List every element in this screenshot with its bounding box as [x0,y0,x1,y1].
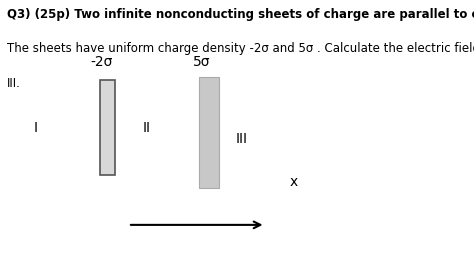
Text: The sheets have uniform charge density -2σ and 5σ . Calculate the electric field: The sheets have uniform charge density -… [7,42,474,56]
Text: 5σ: 5σ [193,56,210,69]
Text: III: III [236,132,248,146]
Text: x: x [290,176,298,189]
Text: II: II [143,122,151,135]
Text: I: I [34,122,37,135]
Text: Q3) (25p) Two infinite nonconducting sheets of charge are parallel to each other: Q3) (25p) Two infinite nonconducting she… [7,8,474,21]
Text: -2σ: -2σ [91,56,113,69]
Text: III.: III. [7,77,21,90]
